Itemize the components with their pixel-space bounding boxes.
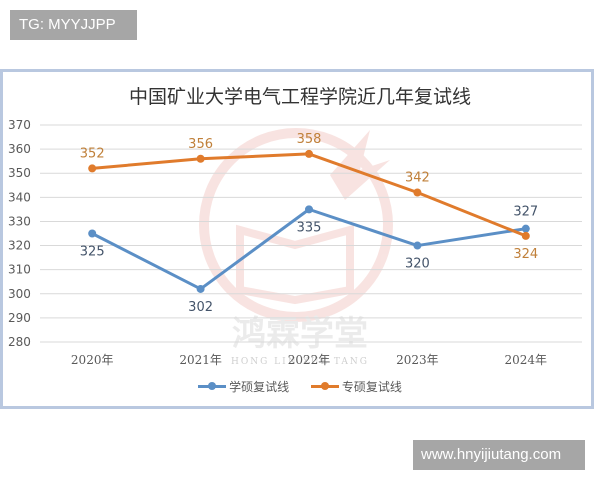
- watermark-en-text: HONG LIN XUE TANG: [231, 357, 369, 367]
- data-point-marker: [413, 188, 422, 197]
- data-point-marker: [196, 154, 205, 163]
- data-label: 327: [513, 205, 538, 220]
- data-point-marker: [305, 205, 313, 214]
- x-tick-label: 2020年: [71, 353, 114, 367]
- y-tick-label: 320: [8, 239, 31, 253]
- series-lines: [88, 149, 530, 293]
- legend-line-marker-icon: [198, 382, 227, 390]
- data-point-marker: [305, 149, 313, 158]
- data-label: 302: [188, 300, 213, 315]
- data-point-marker: [521, 231, 530, 240]
- data-labels: 325 302 335 320 327 352 356 358 342 324: [80, 132, 538, 315]
- chart-frame: [0, 69, 594, 409]
- chart-title: 中国矿业大学电气工程学院近几年复试线: [128, 86, 471, 108]
- website-tag: www.hnyijiutang.com: [413, 440, 585, 470]
- y-tick-label: 360: [8, 142, 31, 156]
- x-tick-label: 2023年: [396, 353, 439, 367]
- y-tick-label: 310: [8, 263, 31, 277]
- y-tick-label: 290: [8, 311, 31, 325]
- data-point-marker: [88, 229, 97, 238]
- data-point-marker: [88, 164, 97, 173]
- y-axis-labels: 370 360 350 340 330 320 310 300 290 280: [8, 118, 31, 349]
- data-label: 358: [297, 132, 322, 147]
- grid-lines: [40, 124, 582, 343]
- telegram-tag: TG: MYYJJPP: [10, 10, 137, 40]
- data-label: 356: [188, 137, 213, 152]
- x-tick-label: 2021年: [179, 353, 222, 367]
- x-tick-label: 2024年: [505, 353, 548, 367]
- data-label: 325: [80, 245, 105, 260]
- x-axis-labels: 2020年 2021年 2022年 2023年 2024年: [71, 353, 547, 367]
- legend-item-professional[interactable]: 专硕复试线: [310, 378, 402, 395]
- legend-line-marker-icon: [310, 382, 339, 390]
- chart-legend: 学硕复试线 专硕复试线: [0, 377, 600, 395]
- watermark-logo: 鸿霖学堂: [199, 128, 393, 354]
- y-tick-label: 340: [8, 190, 31, 204]
- y-tick-label: 370: [8, 118, 31, 132]
- y-tick-label: 280: [8, 335, 31, 349]
- data-label: 335: [297, 220, 322, 235]
- x-tick-label: 2022年: [288, 353, 331, 367]
- data-label: 352: [80, 146, 105, 161]
- y-tick-label: 300: [8, 287, 31, 301]
- data-label: 320: [405, 257, 430, 272]
- data-point-marker: [196, 284, 205, 293]
- data-point-marker: [413, 241, 422, 250]
- data-label: 342: [405, 171, 430, 186]
- legend-label: 学硕复试线: [229, 380, 290, 394]
- y-tick-label: 330: [8, 214, 31, 228]
- data-label: 324: [513, 247, 538, 262]
- y-tick-label: 350: [8, 166, 31, 180]
- data-point-marker: [521, 224, 530, 233]
- watermark-cn-text: 鸿霖学堂: [232, 314, 368, 354]
- legend-item-academic[interactable]: 学硕复试线: [198, 378, 289, 395]
- legend-label: 专硕复试线: [341, 380, 402, 394]
